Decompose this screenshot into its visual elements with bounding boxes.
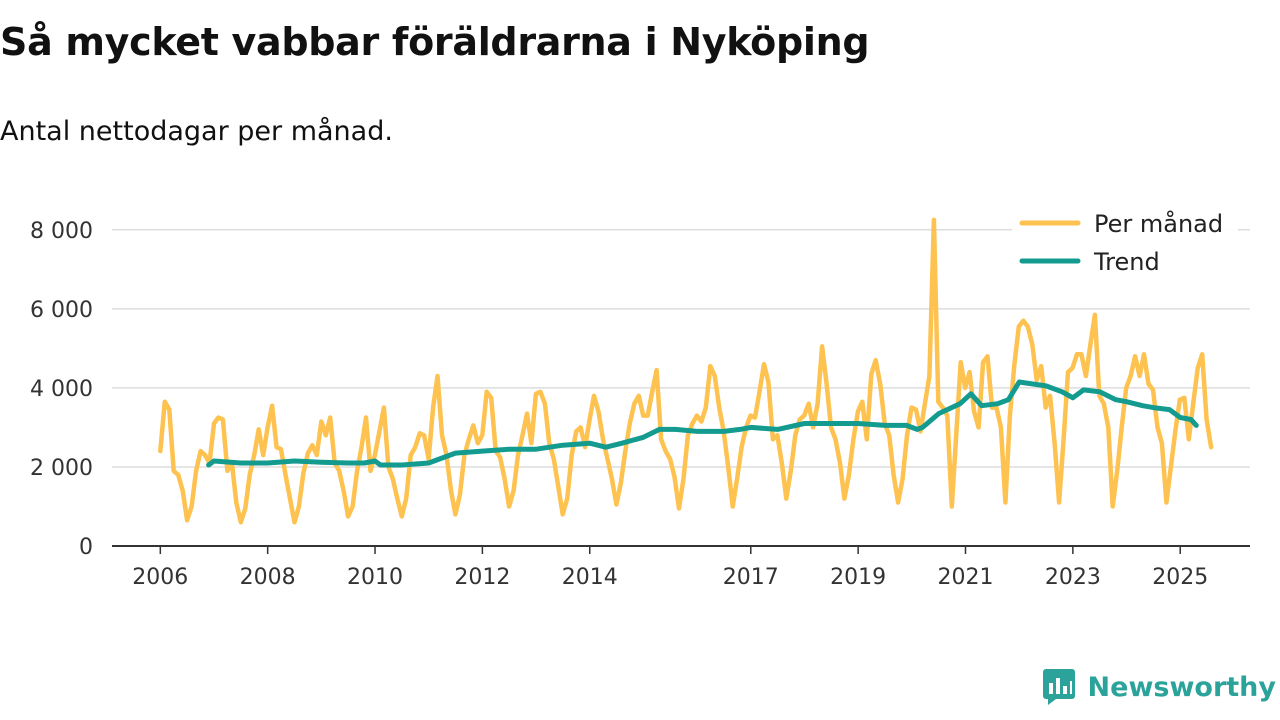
legend-label-per-manad: Per månad [1094,209,1223,238]
x-tick-label-2010: 2010 [347,565,403,590]
y-tick-label-2000: 2 000 [30,456,93,481]
x-tick-label-2021: 2021 [938,565,994,590]
brand-logo: Newsworthy [1042,668,1276,706]
x-tick-label-2006: 2006 [132,565,188,590]
brand-name: Newsworthy [1087,671,1276,703]
x-tick-label-2023: 2023 [1045,565,1101,590]
legend-label-trend: Trend [1093,248,1160,276]
series-line-trend [206,379,1199,468]
legend-background [1012,204,1238,288]
x-tick-label-2014: 2014 [562,565,618,590]
y-axis-ticks: 0 2 000 4 000 6 000 8 000 [30,219,93,560]
y-tick-label-6000: 6 000 [30,298,93,323]
x-tick-label-2025: 2025 [1152,565,1208,590]
y-tick-label-4000: 4 000 [30,377,93,402]
x-tick-label-2012: 2012 [454,565,510,590]
series-lines [158,217,1214,525]
x-tick-label-2019: 2019 [830,565,886,590]
newsworthy-logo-icon [1042,669,1075,705]
legend: Per månad Trend [1012,204,1238,288]
x-axis-ticks: 2006 2008 2010 2012 2014 2017 2019 2021 2023 2025 [132,546,1208,590]
chart-subtitle: Antal nettodagar per månad. [0,116,393,147]
chart-title: Så mycket vabbar föräldrarna i Nyköping [0,20,870,64]
x-tick-label-2008: 2008 [240,565,296,590]
y-tick-label-8000: 8 000 [30,219,93,244]
y-tick-label-0: 0 [79,535,93,560]
x-tick-label-2017: 2017 [723,565,779,590]
